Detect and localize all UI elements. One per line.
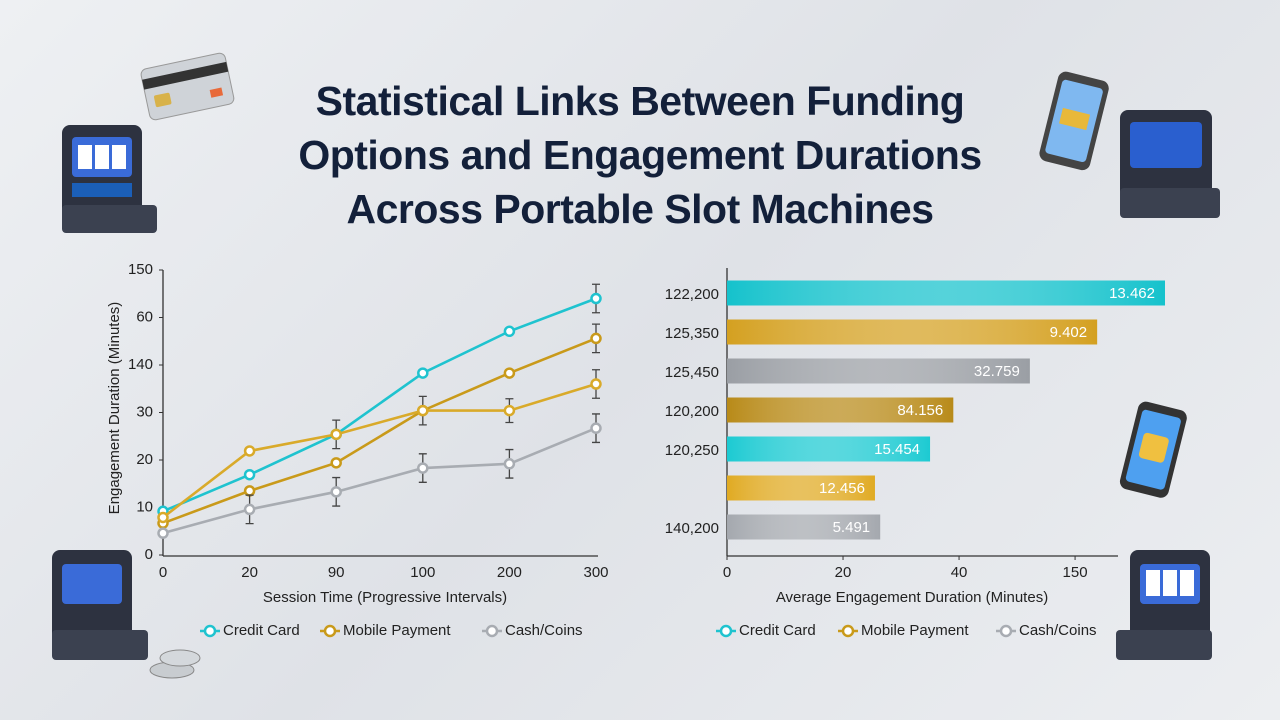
- y-tick-label: 125,450: [665, 364, 719, 381]
- data-point: [503, 458, 516, 470]
- data-point: [503, 367, 516, 379]
- y-tick-label: 150: [128, 261, 153, 278]
- data-point: [503, 325, 516, 338]
- legend-label: Cash/Coins: [1019, 622, 1097, 639]
- bar-text: 5.491: [833, 519, 871, 536]
- bar-sheen: [727, 319, 1098, 345]
- data-point: [590, 292, 602, 305]
- bar-sheen: [727, 475, 875, 501]
- legend-label: Mobile Payment: [343, 622, 451, 639]
- y-tick-label: 140: [128, 356, 153, 373]
- x-axis-label: Average Engagement Duration (Minutes): [776, 589, 1048, 606]
- data-point: [243, 485, 256, 497]
- x-tick-label: 200: [497, 564, 522, 581]
- data-point: [243, 445, 256, 457]
- legend-swatch: [485, 624, 499, 638]
- series-line: [162, 382, 597, 519]
- legend-swatch: [999, 624, 1013, 638]
- legend-label: Cash/Coins: [505, 622, 583, 639]
- y-tick-label: 0: [145, 546, 153, 563]
- legend-swatch: [841, 624, 855, 638]
- y-tick-label: 122,200: [665, 286, 719, 303]
- data-point: [330, 486, 342, 498]
- bar-text: 84.156: [897, 402, 943, 419]
- legend-label: Mobile Payment: [861, 622, 969, 639]
- x-tick-label: 100: [410, 564, 435, 581]
- data-point: [417, 404, 429, 417]
- data-point: [243, 468, 256, 481]
- data-point: [590, 378, 602, 390]
- x-axis-label: Session Time (Progressive Intervals): [263, 589, 507, 606]
- x-tick-label: 0: [159, 564, 167, 581]
- data-point: [157, 511, 169, 524]
- data-point: [590, 422, 602, 434]
- legend-swatch: [719, 624, 733, 638]
- data-point: [417, 462, 429, 474]
- legend-label: Credit Card: [739, 622, 816, 639]
- y-tick-label: 10: [136, 498, 153, 515]
- legend-label: Credit Card: [223, 622, 300, 639]
- data-point: [330, 428, 342, 441]
- bar-text: 15.454: [874, 441, 920, 458]
- x-tick-label: 300: [583, 564, 608, 581]
- x-tick-label: 20: [241, 564, 258, 581]
- x-tick-label: 20: [835, 564, 852, 581]
- x-tick-label: 0: [723, 564, 731, 581]
- bar-sheen: [727, 514, 881, 540]
- y-tick-label: 20: [136, 451, 153, 468]
- x-tick-label: 90: [328, 564, 345, 581]
- data-point: [330, 457, 342, 469]
- bar-text: 9.402: [1050, 324, 1088, 341]
- decoration: [52, 52, 1220, 679]
- y-axis-label: Engagement Duration (Minutes): [106, 302, 123, 515]
- y-tick-label: 120,200: [665, 403, 719, 420]
- data-point: [590, 332, 602, 345]
- bar-text: 32.759: [974, 363, 1020, 380]
- bar-sheen: [727, 280, 1165, 306]
- bar-text: 12.456: [819, 480, 865, 497]
- bar-text: 13.462: [1109, 285, 1155, 302]
- data-point: [503, 404, 516, 417]
- y-tick-label: 30: [136, 403, 153, 420]
- series-line: [162, 337, 597, 525]
- bar-sheen: [727, 397, 954, 423]
- y-tick-label: 120,250: [665, 442, 719, 459]
- chart-title: Statistical Links Between Funding Option…: [298, 78, 982, 232]
- x-tick-label: 150: [1063, 564, 1088, 581]
- x-tick-label: 40: [951, 564, 968, 581]
- legend-swatch: [203, 624, 217, 638]
- data-point: [417, 367, 429, 379]
- bar-sheen: [727, 358, 1030, 384]
- y-tick-label: 140,200: [665, 520, 719, 537]
- data-point: [243, 503, 256, 516]
- legend-swatch: [323, 624, 337, 638]
- series-line: [162, 426, 597, 535]
- y-tick-label: 125,350: [665, 325, 719, 342]
- data-point: [157, 527, 169, 539]
- bar-sheen: [727, 436, 931, 462]
- y-tick-label: 60: [136, 308, 153, 325]
- series-line: [162, 297, 597, 513]
